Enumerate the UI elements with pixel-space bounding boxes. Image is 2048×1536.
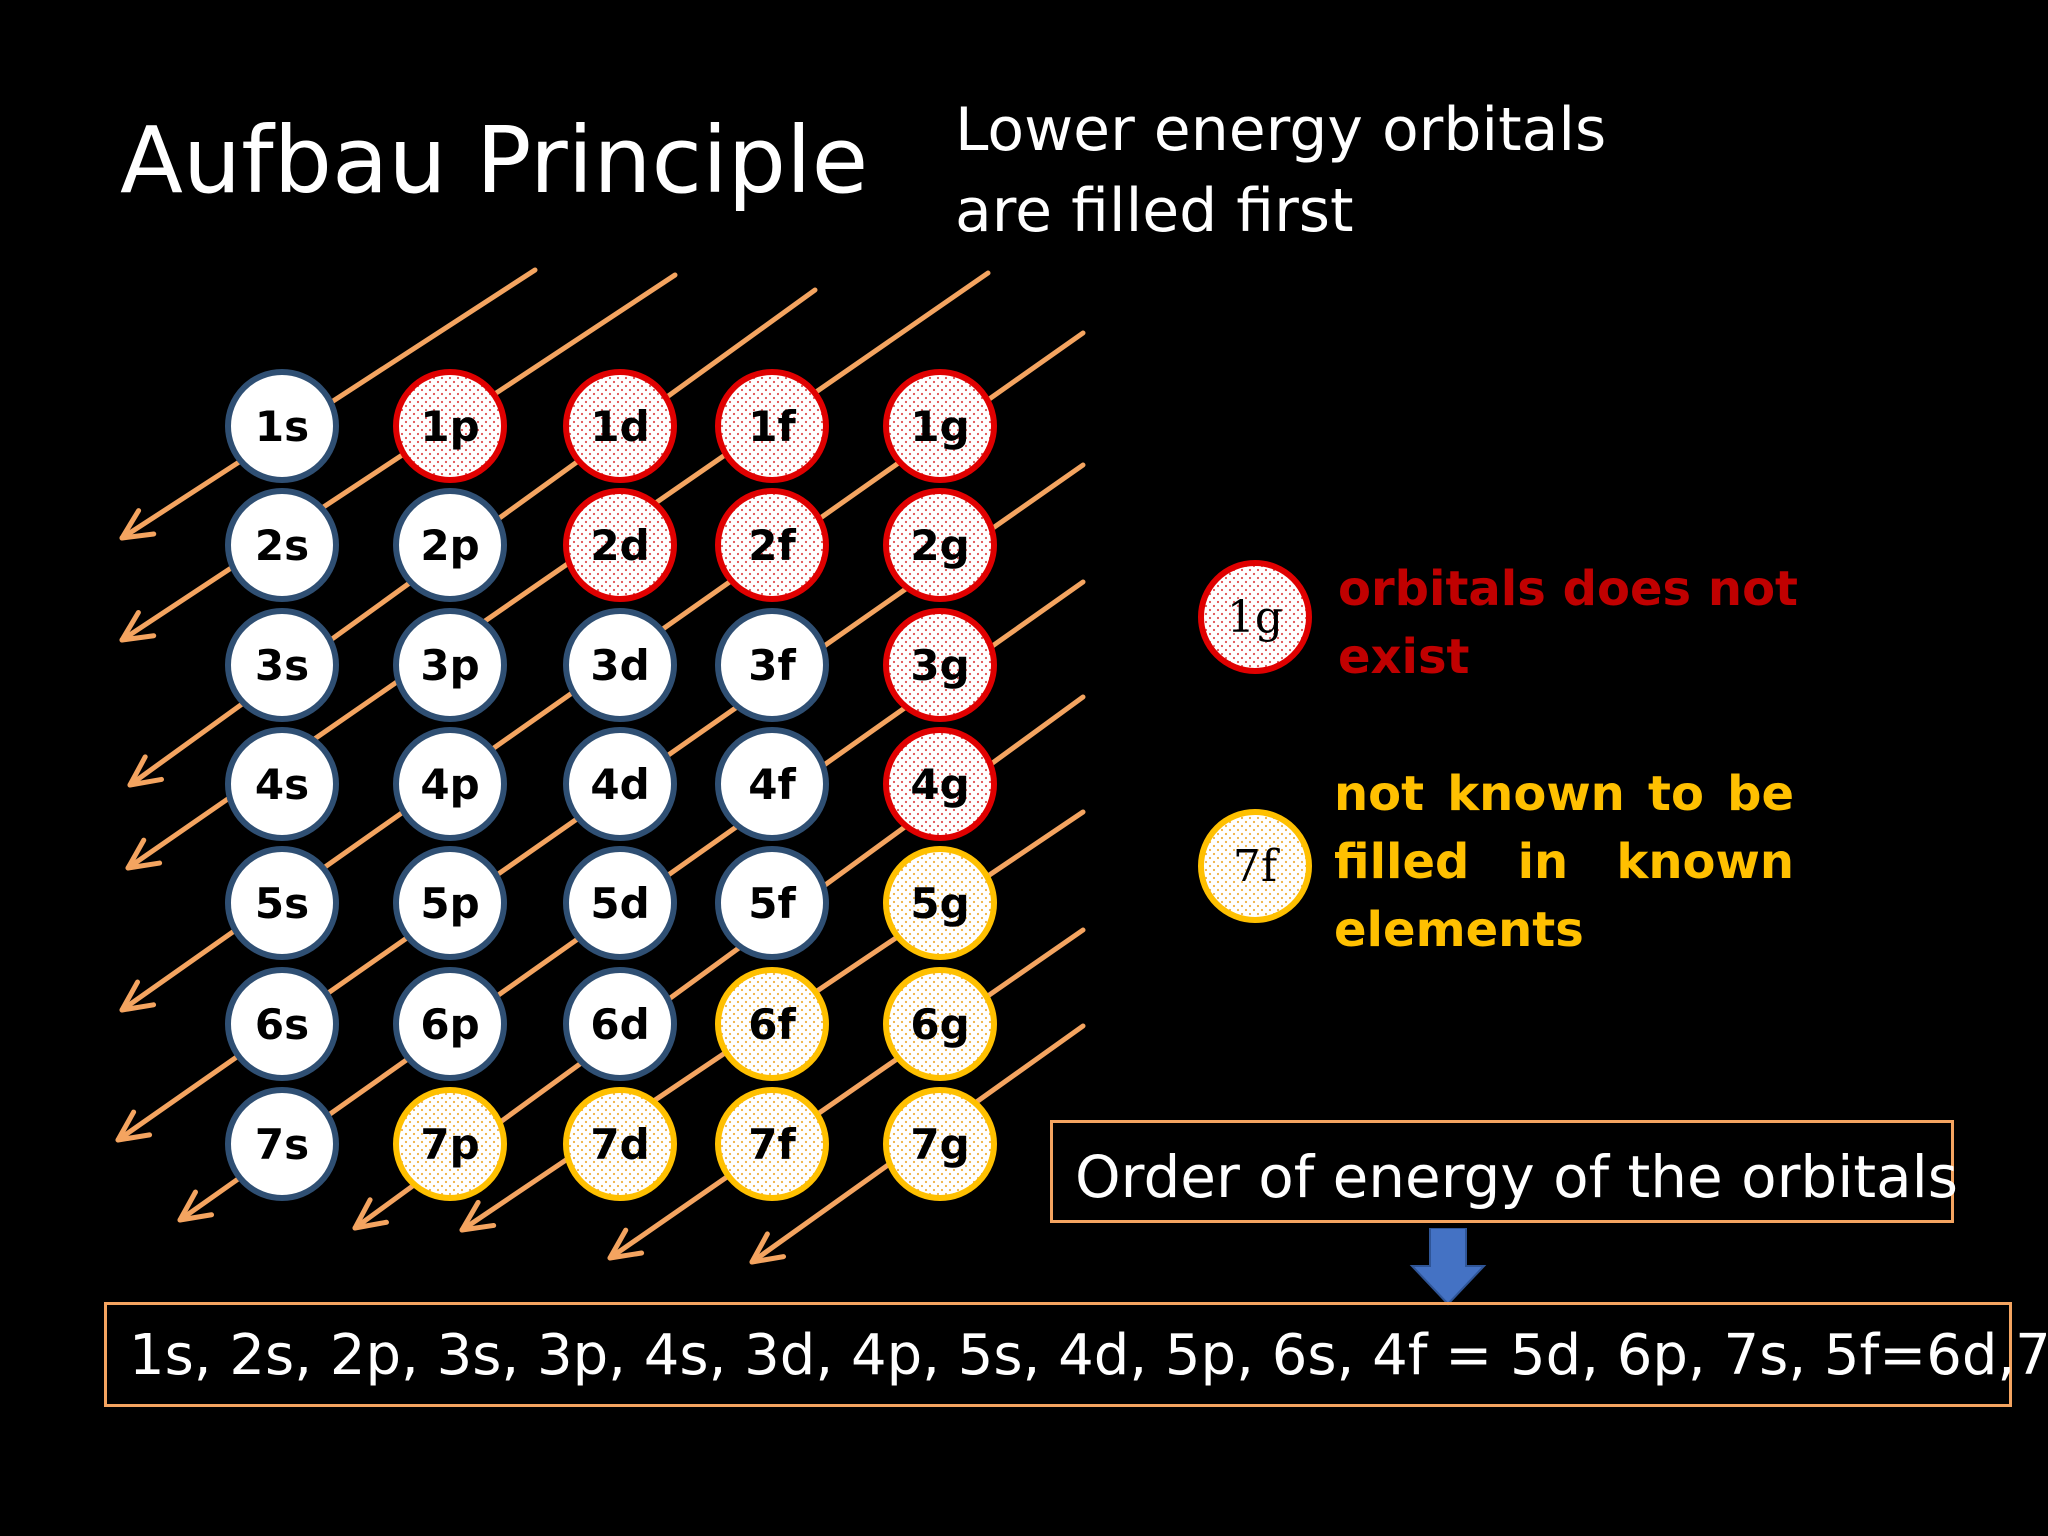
orbital-3p-label: 3p xyxy=(420,641,479,690)
orbital-3s-label: 3s xyxy=(255,641,309,690)
orbital-3d: 3d xyxy=(563,608,677,722)
orbital-7g: 7g xyxy=(883,1087,997,1201)
orbital-6g: 6g xyxy=(883,967,997,1081)
orbital-7d-label: 7d xyxy=(590,1120,649,1169)
order-label-box: Order of energy of the orbitals xyxy=(1050,1120,1958,1223)
orbital-sequence: 1s, 2s, 2p, 3s, 3p, 4s, 3d, 4p, 5s, 4d, … xyxy=(129,1323,2048,1388)
orbital-7f-label: 7f xyxy=(748,1120,796,1169)
legend-nonexistent-circle: 1g xyxy=(1198,560,1312,674)
orbital-grid: 1s 1p 1d 1f 1g 2s 2p 2d 2f 2g 3s 3p 3d 3f 3g 4s 4p 4d 4f 4g… xyxy=(225,369,997,1201)
orbital-2s-label: 2s xyxy=(255,521,309,570)
orbital-6f: 6f xyxy=(715,967,829,1081)
orbital-6p: 6p xyxy=(393,967,507,1081)
orbital-4p: 4p xyxy=(393,727,507,841)
orbital-1f-label: 1f xyxy=(748,402,796,451)
orbital-5g: 5g xyxy=(883,846,997,960)
orbital-5p-label: 5p xyxy=(420,879,479,928)
orbital-6s-label: 6s xyxy=(255,1000,309,1049)
orbital-7f: 7f xyxy=(715,1087,829,1201)
orbital-3g: 3g xyxy=(883,608,997,722)
subtitle-line-2: are filled first xyxy=(955,176,1354,246)
orbital-3p: 3p xyxy=(393,608,507,722)
orbital-4d: 4d xyxy=(563,727,677,841)
orbital-6d: 6d xyxy=(563,967,677,1081)
orbital-4s: 4s xyxy=(225,727,339,841)
orbital-2g: 2g xyxy=(883,488,997,602)
orbital-4p-label: 4p xyxy=(420,760,479,809)
orbital-4f: 4f xyxy=(715,727,829,841)
orbital-2p-label: 2p xyxy=(420,521,479,570)
orbital-1g-label: 1g xyxy=(910,402,969,451)
orbital-5d-label: 5d xyxy=(590,879,649,928)
orbital-7p: 7p xyxy=(393,1087,507,1201)
orbital-2p: 2p xyxy=(393,488,507,602)
orbital-3d-label: 3d xyxy=(590,641,649,690)
orbital-5s: 5s xyxy=(225,846,339,960)
orbital-4g: 4g xyxy=(883,727,997,841)
orbital-5s-label: 5s xyxy=(255,879,309,928)
orbital-3s: 3s xyxy=(225,608,339,722)
orbital-5d: 5d xyxy=(563,846,677,960)
orbital-3f: 3f xyxy=(715,608,829,722)
orbital-1f: 1f xyxy=(715,369,829,483)
orbital-5f: 5f xyxy=(715,846,829,960)
down-arrow-icon xyxy=(1409,1228,1487,1306)
orbital-6s: 6s xyxy=(225,967,339,1081)
diagonal-arrow-2 xyxy=(119,272,678,643)
legend-unfilled-text: not known to be filled in known elements xyxy=(1334,766,1794,959)
orbital-4f-label: 4f xyxy=(748,760,796,809)
orbital-1p-label: 1p xyxy=(420,402,479,451)
slide-title: Aufbau Principle xyxy=(120,107,869,214)
orbital-1d: 1d xyxy=(563,369,677,483)
orbital-2d-label: 2d xyxy=(590,521,649,570)
orbital-7d: 7d xyxy=(563,1087,677,1201)
orbital-2f-label: 2f xyxy=(748,521,796,570)
order-label: Order of energy of the orbitals xyxy=(1075,1143,1958,1211)
legend-circles: 1g 7f xyxy=(1198,560,1312,923)
orbital-2s: 2s xyxy=(225,488,339,602)
orbital-6d-label: 6d xyxy=(590,1000,649,1049)
orbital-6p-label: 6p xyxy=(420,1000,479,1049)
orbital-7p-label: 7p xyxy=(420,1120,479,1169)
orbital-2f: 2f xyxy=(715,488,829,602)
orbital-4g-label: 4g xyxy=(910,760,969,809)
legend-nonexistent-text: orbitals does not exist xyxy=(1338,561,1798,686)
orbital-1s: 1s xyxy=(225,369,339,483)
orbital-1s-label: 1s xyxy=(255,402,309,451)
legend-unfilled-circle: 7f xyxy=(1198,809,1312,923)
orbital-4d-label: 4d xyxy=(590,760,649,809)
orbital-5f-label: 5f xyxy=(748,879,796,928)
orbital-sequence-box: 1s, 2s, 2p, 3s, 3p, 4s, 3d, 4p, 5s, 4d, … xyxy=(104,1302,2048,1407)
orbital-5g-label: 5g xyxy=(910,879,969,928)
orbital-2d: 2d xyxy=(563,488,677,602)
subtitle-line-1: Lower energy orbitals xyxy=(955,95,1607,165)
orbital-3f-label: 3f xyxy=(748,641,796,690)
orbital-5p: 5p xyxy=(393,846,507,960)
orbital-7s: 7s xyxy=(225,1087,339,1201)
legend-unfilled-circle-label: 7f xyxy=(1233,841,1280,892)
orbital-4s-label: 4s xyxy=(255,760,309,809)
diagonal-arrow-10 xyxy=(607,927,1086,1261)
orbital-6g-label: 6g xyxy=(910,1000,969,1049)
orbital-1p: 1p xyxy=(393,369,507,483)
orbital-2g-label: 2g xyxy=(910,521,969,570)
orbital-7g-label: 7g xyxy=(910,1120,969,1169)
orbital-1g: 1g xyxy=(883,369,997,483)
orbital-6f-label: 6f xyxy=(748,1000,796,1049)
legend-nonexistent-circle-label: 1g xyxy=(1227,592,1283,643)
orbital-3g-label: 3g xyxy=(910,641,969,690)
orbital-7s-label: 7s xyxy=(255,1120,309,1169)
orbital-1d-label: 1d xyxy=(590,402,649,451)
subtitle: Lower energy orbitals are filled first xyxy=(955,90,1606,252)
